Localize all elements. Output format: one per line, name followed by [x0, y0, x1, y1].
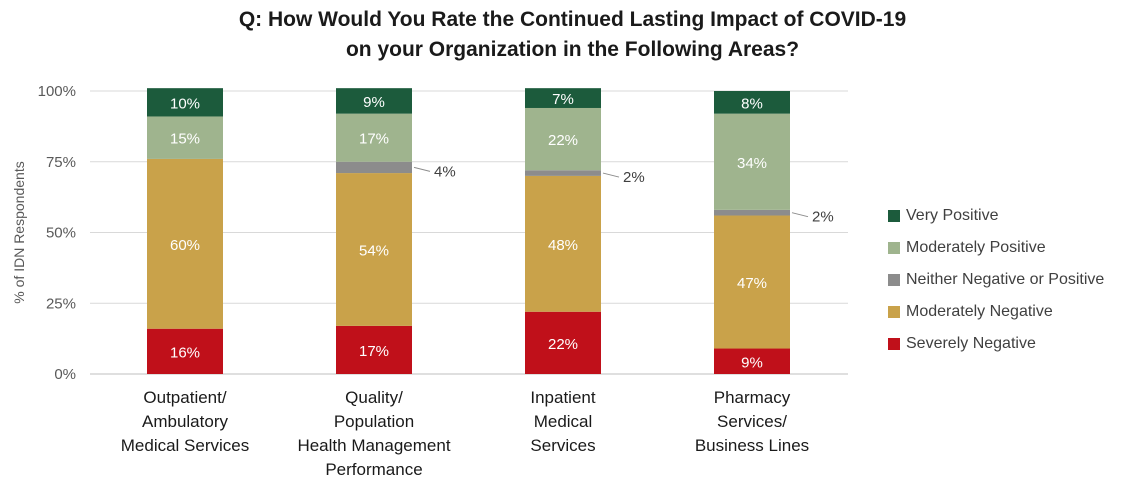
- y-tick-label: 25%: [46, 295, 76, 312]
- bar-segment: [525, 311, 601, 374]
- data-label: 17%: [359, 131, 389, 148]
- bar-segment: [147, 116, 223, 159]
- bar-segment: [336, 88, 412, 114]
- chart-title-line-1: Q: How Would You Rate the Continued Last…: [238, 8, 907, 31]
- legend-label: Very Positive: [906, 207, 999, 224]
- bar-segment: [525, 88, 601, 108]
- bar-segment: [336, 113, 412, 162]
- x-tick-label: Inpatient: [530, 388, 595, 407]
- data-label: 9%: [363, 94, 385, 111]
- y-tick-label: 0%: [54, 366, 76, 383]
- data-label: 2%: [812, 209, 834, 226]
- bar-segment: [336, 325, 412, 374]
- legend-label: Severely Negative: [906, 335, 1036, 352]
- legend-item: Severely Negative: [888, 328, 1104, 360]
- data-label-leader: [413, 166, 431, 172]
- data-label: 22%: [548, 132, 578, 149]
- legend-item: Moderately Negative: [888, 296, 1104, 328]
- data-label: 48%: [548, 237, 578, 254]
- data-label: 22%: [548, 336, 578, 353]
- x-tick-label: Population: [334, 412, 414, 431]
- x-tick-label: Services/: [717, 412, 787, 431]
- data-label: 54%: [359, 242, 389, 259]
- data-label: 4%: [434, 163, 456, 180]
- data-label: 34%: [737, 155, 767, 172]
- x-tick-label: Services: [530, 436, 595, 455]
- data-label-leader: [791, 212, 809, 218]
- legend-item: Moderately Positive: [888, 232, 1104, 264]
- legend-label: Neither Negative or Positive: [906, 271, 1105, 288]
- data-label: 8%: [741, 95, 763, 112]
- bar-segment: [525, 175, 601, 312]
- legend-label: Moderately Positive: [906, 239, 1046, 256]
- x-tick-label: Quality/: [345, 388, 403, 407]
- data-label: 47%: [737, 275, 767, 292]
- chart-legend: Very Positive Moderately Positive Neither …: [888, 200, 1104, 360]
- y-tick-label: 75%: [46, 154, 76, 171]
- data-label: 9%: [741, 354, 763, 371]
- bar-segment: [336, 173, 412, 326]
- x-tick-label: Medical Services: [121, 436, 250, 455]
- bar-segment: [147, 158, 223, 329]
- x-tick-label: Performance: [325, 460, 422, 479]
- y-axis-label: % of IDN Respondents: [11, 161, 27, 303]
- chart-title-line-2: on your Organization in the Following Ar…: [345, 38, 800, 61]
- x-tick-label: Health Management: [297, 436, 450, 455]
- data-label: 2%: [623, 169, 645, 186]
- data-label: 15%: [170, 131, 200, 148]
- y-tick-label: 50%: [46, 225, 76, 242]
- legend-swatch: [888, 242, 900, 254]
- legend-swatch: [888, 306, 900, 318]
- legend-swatch: [888, 338, 900, 350]
- bar-segment: [147, 88, 223, 117]
- bar-segment: [714, 348, 790, 374]
- data-label: 17%: [359, 343, 389, 360]
- x-tick-label: Pharmacy: [714, 388, 791, 407]
- x-tick-label: Medical: [534, 412, 593, 431]
- bar-segment: [714, 215, 790, 349]
- legend-swatch: [888, 210, 900, 222]
- y-tick-label: 100%: [38, 83, 76, 100]
- bar-segment: [147, 328, 223, 374]
- data-label: 10%: [170, 95, 200, 112]
- x-tick-label: Business Lines: [695, 436, 809, 455]
- x-tick-label: Outpatient/: [143, 388, 226, 407]
- legend-item: Neither Negative or Positive: [888, 264, 1104, 296]
- data-label-leader: [602, 172, 620, 178]
- data-label: 60%: [170, 237, 200, 254]
- legend-item: Very Positive: [888, 200, 1104, 232]
- bar-segment: [714, 91, 790, 114]
- data-label: 7%: [552, 91, 574, 108]
- bar-segment: [714, 209, 790, 216]
- x-tick-label: Ambulatory: [142, 412, 228, 431]
- legend-swatch: [888, 274, 900, 286]
- bar-segment: [525, 170, 601, 176]
- data-label: 16%: [170, 344, 200, 361]
- legend-label: Moderately Negative: [906, 303, 1053, 320]
- bar-segment: [714, 113, 790, 210]
- bar-segment: [336, 161, 412, 174]
- bar-segment: [525, 107, 601, 171]
